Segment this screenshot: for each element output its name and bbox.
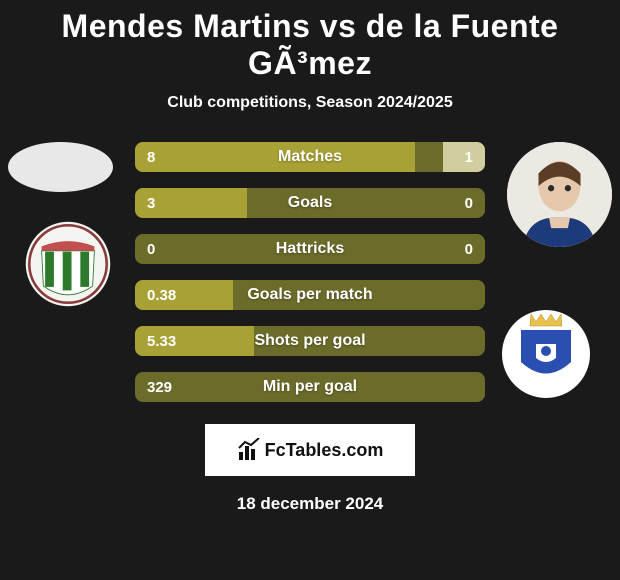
stat-row: Goals3 0 (135, 188, 485, 218)
subtitle: Club competitions, Season 2024/2025 (0, 94, 620, 112)
stat-row: Min per goal329 (135, 372, 485, 402)
stat-row: Hattricks0 0 (135, 234, 485, 264)
stat-row: Matches8 1 (135, 142, 485, 172)
date-line: 18 december 2024 (0, 494, 620, 514)
stat-value-right: 1 (453, 142, 485, 172)
stat-label: Matches (135, 142, 485, 172)
stat-value-left: 8 (135, 142, 167, 172)
chart-icon (237, 438, 261, 462)
stat-value-left: 329 (135, 372, 184, 402)
stat-label: Goals (135, 188, 485, 218)
stat-value-left: 0.38 (135, 280, 188, 310)
stat-row: Shots per goal5.33 (135, 326, 485, 356)
player-left-avatar (8, 142, 113, 192)
stat-label: Min per goal (135, 372, 485, 402)
footer-brand-text: FcTables.com (265, 440, 384, 461)
stat-value-left: 3 (135, 188, 167, 218)
footer-brand-box: FcTables.com (205, 424, 415, 476)
page-title: Mendes Martins vs de la Fuente GÃ³mez (0, 8, 620, 82)
stat-value-right: 0 (453, 188, 485, 218)
comparison-card: Mendes Martins vs de la Fuente GÃ³mez Cl… (0, 0, 620, 580)
team-right-badge (496, 300, 596, 400)
stat-bars: Matches81Goals30Hattricks00Goals per mat… (135, 142, 485, 418)
player-right-avatar (507, 142, 612, 247)
team-right-crest-icon (496, 300, 596, 400)
stat-value-left: 5.33 (135, 326, 188, 356)
stat-value-left: 0 (135, 234, 167, 264)
stat-label: Hattricks (135, 234, 485, 264)
team-left-crest-icon (24, 220, 112, 308)
stat-row: Goals per match0.38 (135, 280, 485, 310)
player-photo-icon (507, 142, 612, 247)
stat-value-right: 0 (453, 234, 485, 264)
stats-area: Matches81Goals30Hattricks00Goals per mat… (0, 142, 620, 412)
team-left-badge (24, 220, 112, 308)
